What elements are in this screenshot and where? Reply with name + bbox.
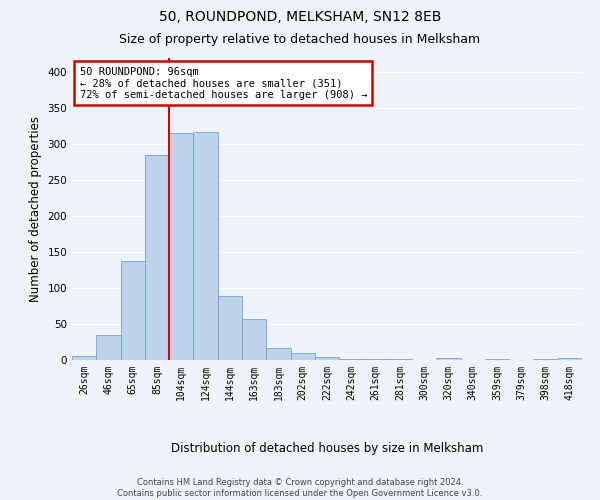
Bar [193, 132, 218, 360]
Bar [558, 358, 582, 360]
Bar [242, 319, 266, 360]
Bar [72, 356, 96, 360]
Y-axis label: Number of detached properties: Number of detached properties [29, 116, 42, 302]
Text: Size of property relative to detached houses in Melksham: Size of property relative to detached ho… [119, 32, 481, 46]
Bar [145, 156, 169, 360]
Bar [121, 262, 145, 360]
X-axis label: Distribution of detached houses by size in Melksham: Distribution of detached houses by size … [171, 442, 483, 455]
Bar [218, 296, 242, 360]
Bar [315, 357, 339, 360]
Text: 50 ROUNDPOND: 96sqm
← 28% of detached houses are smaller (351)
72% of semi-detac: 50 ROUNDPOND: 96sqm ← 28% of detached ho… [80, 66, 367, 100]
Bar [485, 358, 509, 360]
Text: Contains HM Land Registry data © Crown copyright and database right 2024.
Contai: Contains HM Land Registry data © Crown c… [118, 478, 482, 498]
Text: 50, ROUNDPOND, MELKSHAM, SN12 8EB: 50, ROUNDPOND, MELKSHAM, SN12 8EB [159, 10, 441, 24]
Bar [533, 358, 558, 360]
Bar [339, 358, 364, 360]
Bar [169, 133, 193, 360]
Bar [266, 348, 290, 360]
Bar [290, 353, 315, 360]
Bar [436, 358, 461, 360]
Bar [96, 335, 121, 360]
